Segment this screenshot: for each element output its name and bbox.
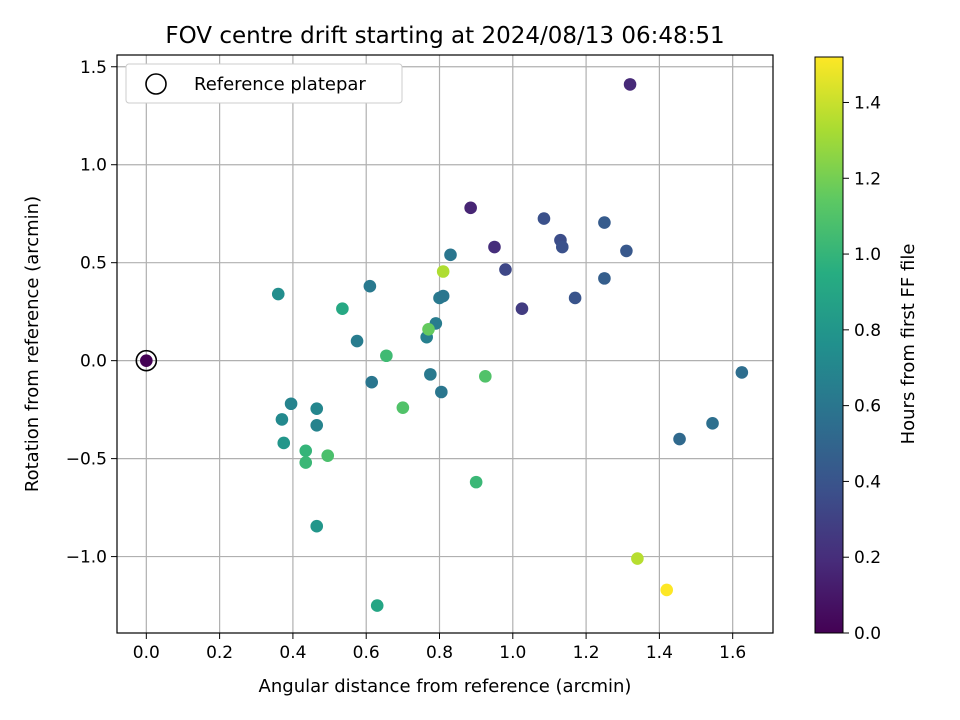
data-point bbox=[396, 401, 410, 414]
y-tick-label: 0.0 bbox=[80, 352, 107, 372]
data-point bbox=[310, 519, 324, 533]
legend-reference-marker bbox=[145, 73, 167, 95]
data-point bbox=[435, 385, 448, 399]
data-point bbox=[277, 436, 291, 450]
y-axis-ticks: −1.0 −0.5 0.0 0.5 1.0 1.5 bbox=[66, 58, 117, 568]
x-tick-label: 0.6 bbox=[353, 643, 380, 663]
x-tick-label: 0.4 bbox=[279, 643, 306, 663]
data-point bbox=[299, 456, 313, 469]
plot-frame bbox=[116, 54, 774, 634]
data-point bbox=[568, 291, 582, 305]
colorbar-tick-label: 1.4 bbox=[854, 93, 881, 113]
colorbar-frame bbox=[814, 56, 844, 634]
data-point bbox=[488, 240, 501, 254]
data-point bbox=[365, 375, 379, 389]
data-point bbox=[673, 432, 686, 446]
colorbar-tick-label: 0.4 bbox=[854, 472, 881, 492]
data-point bbox=[537, 212, 551, 225]
colorbar-tick-label: 0.8 bbox=[854, 321, 881, 341]
data-point bbox=[380, 349, 393, 363]
data-point bbox=[479, 370, 492, 383]
legend: Reference platepar bbox=[125, 63, 403, 104]
plot-background bbox=[117, 55, 773, 633]
colorbar-tick-label: 1.2 bbox=[854, 169, 881, 189]
data-point bbox=[275, 413, 289, 426]
x-tick-label: 0.2 bbox=[206, 643, 233, 663]
data-point bbox=[598, 216, 611, 229]
x-tick-label: 1.4 bbox=[646, 643, 673, 663]
x-tick-label: 0.8 bbox=[426, 643, 453, 663]
data-point bbox=[321, 449, 335, 462]
colorbar-tick-label: 0.2 bbox=[854, 548, 881, 568]
data-point bbox=[620, 244, 633, 258]
data-point bbox=[271, 287, 285, 301]
data-point bbox=[424, 368, 437, 381]
y-tick-label: 0.5 bbox=[80, 254, 107, 274]
legend-box bbox=[125, 63, 403, 104]
colorbar-ticks: 0.0 0.2 0.4 0.6 0.8 1.0 1.2 1.4 bbox=[843, 93, 881, 644]
data-point bbox=[631, 552, 644, 565]
data-point bbox=[336, 302, 349, 316]
data-point bbox=[706, 417, 719, 430]
data-points bbox=[140, 78, 749, 612]
x-tick-label: 1.6 bbox=[719, 643, 746, 663]
y-tick-label: −0.5 bbox=[66, 450, 107, 470]
data-point bbox=[436, 265, 450, 278]
data-point bbox=[499, 263, 512, 276]
data-point bbox=[350, 334, 364, 348]
data-point bbox=[370, 599, 384, 612]
data-point bbox=[299, 444, 313, 458]
x-axis-ticks: 0.0 0.2 0.4 0.6 0.8 1.0 1.2 1.4 1.6 bbox=[133, 633, 746, 663]
colorbar-label: Hours from first FF file bbox=[898, 244, 919, 445]
data-point bbox=[310, 419, 324, 432]
y-tick-label: 1.5 bbox=[80, 58, 107, 78]
y-tick-label: 1.0 bbox=[80, 156, 107, 176]
data-point bbox=[735, 366, 749, 379]
colorbar-tick-label: 0.0 bbox=[854, 624, 881, 644]
data-point bbox=[444, 248, 457, 262]
data-point bbox=[660, 583, 674, 597]
data-point bbox=[140, 354, 153, 367]
plot-area bbox=[116, 54, 774, 634]
colorbar-gradient bbox=[815, 57, 843, 633]
chart-title: FOV centre drift starting at 2024/08/13 … bbox=[165, 23, 724, 49]
data-point bbox=[436, 289, 450, 303]
reference-marker bbox=[135, 349, 158, 372]
data-point bbox=[598, 272, 611, 285]
colorbar-tick-label: 0.6 bbox=[854, 397, 881, 417]
data-point bbox=[623, 78, 637, 91]
data-point bbox=[464, 201, 477, 215]
grid-lines bbox=[117, 55, 773, 633]
legend-label: Reference platepar bbox=[194, 74, 366, 95]
data-point bbox=[469, 475, 483, 489]
data-point bbox=[284, 397, 298, 411]
data-point bbox=[422, 323, 435, 336]
x-tick-label: 1.2 bbox=[573, 643, 600, 663]
data-point bbox=[555, 240, 569, 254]
data-point bbox=[310, 402, 324, 415]
data-point bbox=[515, 302, 529, 316]
colorbar: 0.0 0.2 0.4 0.6 0.8 1.0 1.2 1.4 Hours from firs… bbox=[814, 56, 919, 644]
data-point bbox=[363, 279, 377, 293]
y-axis-label: Rotation from reference (arcmin) bbox=[22, 196, 43, 492]
colorbar-tick-label: 1.0 bbox=[854, 245, 881, 265]
y-tick-label: −1.0 bbox=[66, 548, 107, 568]
x-tick-label: 1.0 bbox=[499, 643, 526, 663]
x-tick-label: 0.0 bbox=[133, 643, 160, 663]
reference-marker-layer bbox=[135, 349, 158, 372]
x-axis-label: Angular distance from reference (arcmin) bbox=[259, 676, 632, 697]
